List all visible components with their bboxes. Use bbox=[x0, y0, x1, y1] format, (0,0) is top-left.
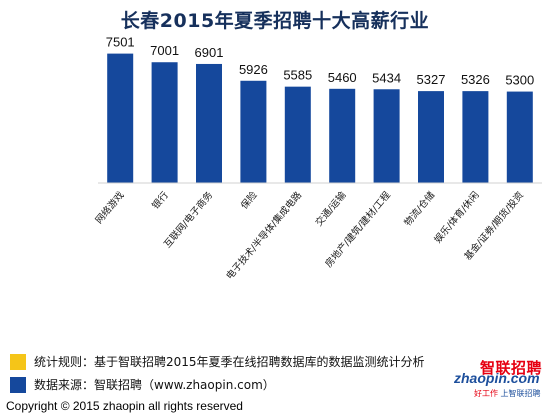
legend-source-text: 数据来源：智联招聘（www.zhaopin.com） bbox=[34, 378, 275, 392]
bar bbox=[196, 63, 222, 183]
bar-value-label: 5300 bbox=[505, 73, 534, 88]
bar bbox=[240, 80, 267, 183]
logo-domain: zhaopin.com bbox=[454, 370, 540, 386]
logo-slogan: 好工作 上智联招聘 bbox=[474, 388, 541, 399]
bar-value-label: 5326 bbox=[461, 72, 490, 87]
legend-source-swatch bbox=[10, 376, 26, 393]
bar bbox=[373, 89, 400, 183]
logo-slogan-left: 好工作 bbox=[474, 389, 498, 398]
legend-rule: 统计规则：基于智联招聘2015年夏季在线招聘数据库的数据监测统计分析 bbox=[10, 353, 425, 370]
category-label: 银行 bbox=[149, 189, 171, 212]
bars-group bbox=[107, 53, 533, 183]
category-label: 保险 bbox=[238, 189, 260, 212]
legend-rule-swatch bbox=[10, 353, 26, 370]
bar-chart: 7501 7001 6901 5926 5585 5460 5434 5327 5326 5300… bbox=[93, 35, 542, 282]
bar-value-label: 5460 bbox=[328, 70, 357, 85]
chart-title: 长春2015年夏季招聘十大高薪行业 bbox=[120, 10, 430, 32]
bar bbox=[329, 88, 356, 183]
category-label: 娱乐/体育/休闲 bbox=[432, 189, 482, 245]
bar bbox=[462, 91, 489, 183]
bar-value-label: 5327 bbox=[417, 72, 446, 87]
bar-value-label: 7001 bbox=[150, 43, 179, 58]
category-label: 物流/仓储 bbox=[402, 189, 438, 229]
bar bbox=[151, 62, 178, 183]
logo-slogan-right: 上智联招聘 bbox=[500, 389, 541, 398]
bar-value-label: 5926 bbox=[239, 62, 268, 77]
bar-value-label: 7501 bbox=[106, 35, 135, 50]
bar-value-label: 5434 bbox=[372, 70, 401, 85]
bar bbox=[418, 91, 444, 183]
category-label: 网络游戏 bbox=[93, 189, 127, 226]
logo-name: 智联招聘 bbox=[480, 359, 543, 377]
bar-value-label: 6901 bbox=[195, 45, 224, 60]
legend-source: 数据来源：智联招聘（www.zhaopin.com） bbox=[10, 376, 275, 393]
category-label: 电子技术/半导体/集成电路 bbox=[224, 189, 305, 282]
value-labels-group: 7501 7001 6901 5926 5585 5460 5434 5327 5326 5300 bbox=[106, 35, 535, 88]
zhaopin-logo: 智联招聘 zhaopin.com 好工作 上智联招聘 bbox=[446, 357, 546, 401]
bar bbox=[107, 53, 134, 183]
category-label: 交通/运输 bbox=[313, 189, 349, 229]
copyright-text: Copyright © 2015 zhaopin all rights rese… bbox=[6, 399, 243, 413]
bar-value-label: 5585 bbox=[283, 68, 312, 83]
legend-rule-text: 统计规则：基于智联招聘2015年夏季在线招聘数据库的数据监测统计分析 bbox=[34, 355, 425, 369]
bar bbox=[284, 86, 311, 183]
bar bbox=[506, 91, 533, 183]
